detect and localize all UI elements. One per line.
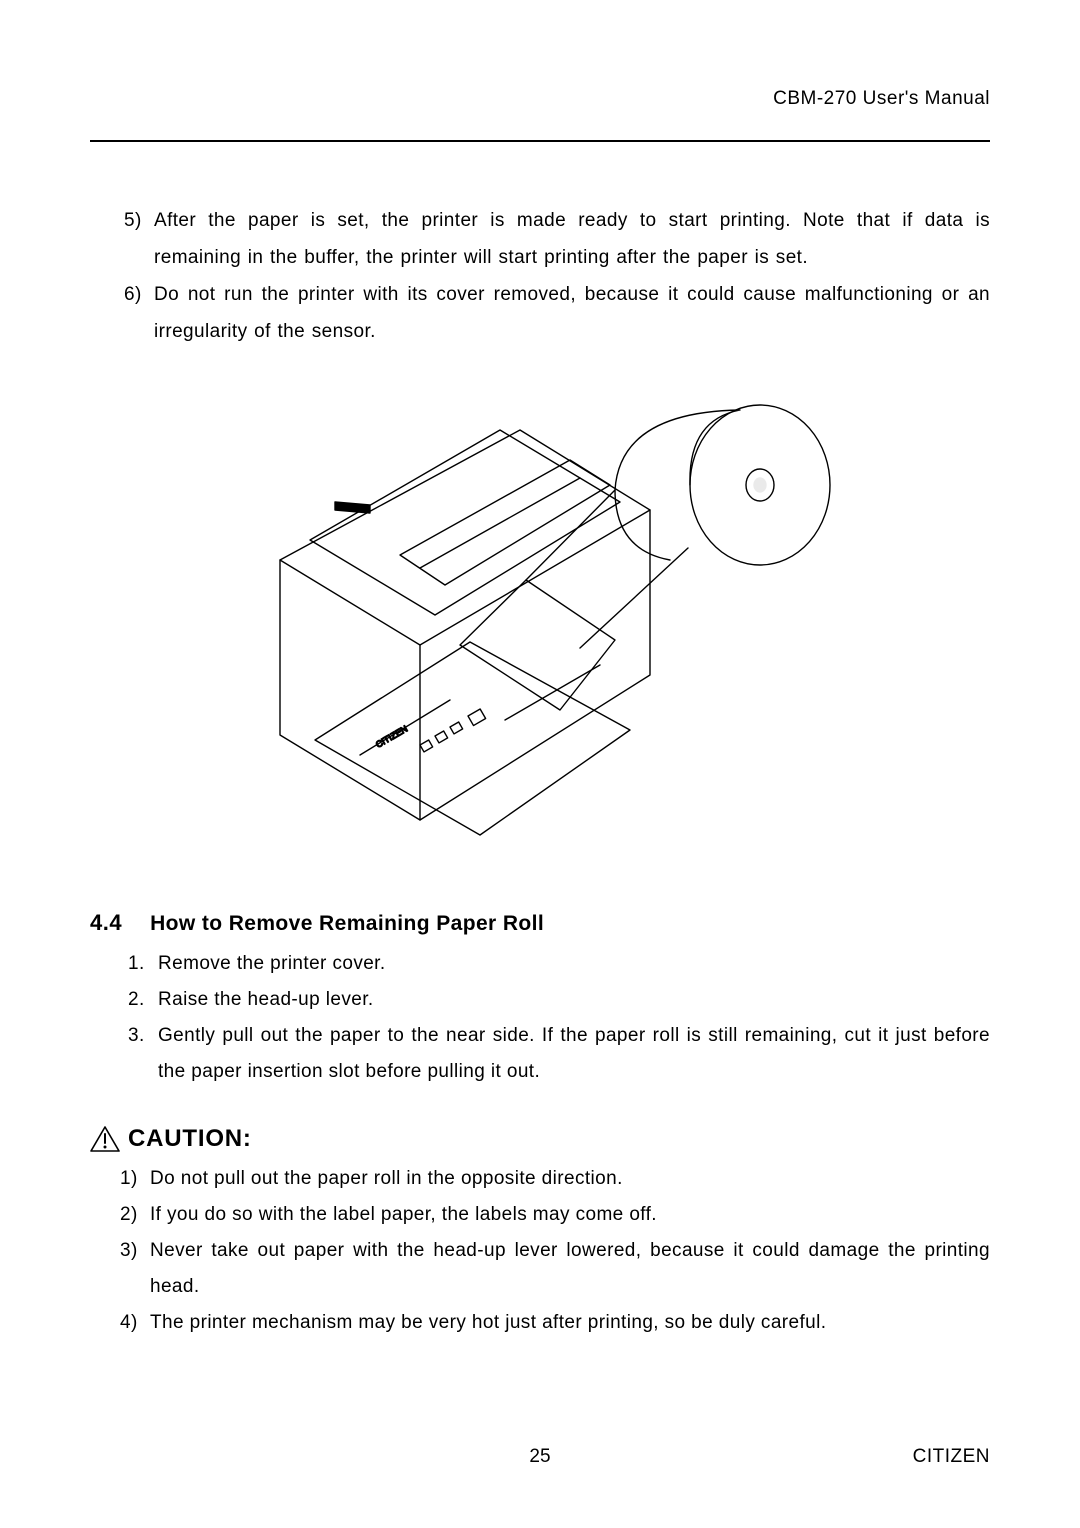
list-item-text: Never take out paper with the head-up le… <box>150 1233 990 1305</box>
list-item: 6) Do not run the printer with its cover… <box>124 276 990 350</box>
caution-header: CAUTION: <box>90 1125 990 1153</box>
warning-triangle-icon <box>90 1126 120 1152</box>
footer-brand: CITIZEN <box>913 1446 990 1468</box>
caution-label: CAUTION: <box>128 1125 252 1153</box>
list-item: 1) Do not pull out the paper roll in the… <box>120 1161 990 1197</box>
list-item: 5) After the paper is set, the printer i… <box>124 202 990 276</box>
list-item-number: 3. <box>128 1018 158 1090</box>
list-item-number: 4) <box>120 1305 150 1341</box>
list-item-number: 2. <box>128 982 158 1018</box>
list-item: 4) The printer mechanism may be very hot… <box>120 1305 990 1341</box>
list-item: 3) Never take out paper with the head-up… <box>120 1233 990 1305</box>
header-rule <box>90 140 990 142</box>
figure-container: CITIZEN <box>90 390 990 860</box>
list-item-text: Do not pull out the paper roll in the op… <box>150 1161 990 1197</box>
list-item-number: 5) <box>124 202 154 276</box>
list-item: 1. Remove the printer cover. <box>128 946 990 982</box>
page-header: CBM-270 User's Manual <box>90 88 990 142</box>
list-item-text: Gently pull out the paper to the near si… <box>158 1018 990 1090</box>
list-item-number: 1. <box>128 946 158 982</box>
section-title: How to Remove Remaining Paper Roll <box>150 912 544 936</box>
caution-list: 1) Do not pull out the paper roll in the… <box>90 1161 990 1341</box>
section-header: 4.4 How to Remove Remaining Paper Roll <box>90 910 990 936</box>
list-item-text: After the paper is set, the printer is m… <box>154 202 990 276</box>
page-number: 25 <box>529 1446 550 1468</box>
list-item-text: If you do so with the label paper, the l… <box>150 1197 990 1233</box>
section-number: 4.4 <box>90 910 122 936</box>
steps-list: 1. Remove the printer cover. 2. Raise th… <box>90 946 990 1090</box>
page-footer: 25 CITIZEN <box>90 1446 990 1468</box>
page: CBM-270 User's Manual 5) After the paper… <box>0 0 1080 1528</box>
list-item-number: 6) <box>124 276 154 350</box>
list-item: 2. Raise the head-up lever. <box>128 982 990 1018</box>
printer-diagram-svg: CITIZEN <box>220 390 860 860</box>
printer-diagram: CITIZEN <box>220 390 860 860</box>
list-item-text: Raise the head-up lever. <box>158 982 990 1018</box>
list-item: 3. Gently pull out the paper to the near… <box>128 1018 990 1090</box>
list-item: 2) If you do so with the label paper, th… <box>120 1197 990 1233</box>
doc-title-text: CBM-270 User's Manual <box>90 88 990 116</box>
list-item-number: 2) <box>120 1197 150 1233</box>
list-item-number: 3) <box>120 1233 150 1305</box>
list-item-number: 1) <box>120 1161 150 1197</box>
list-item-text: The printer mechanism may be very hot ju… <box>150 1305 990 1341</box>
list-item-text: Remove the printer cover. <box>158 946 990 982</box>
list-item-text: Do not run the printer with its cover re… <box>154 276 990 350</box>
continuation-list: 5) After the paper is set, the printer i… <box>90 202 990 350</box>
figure-brand-label: CITIZEN <box>374 724 409 750</box>
